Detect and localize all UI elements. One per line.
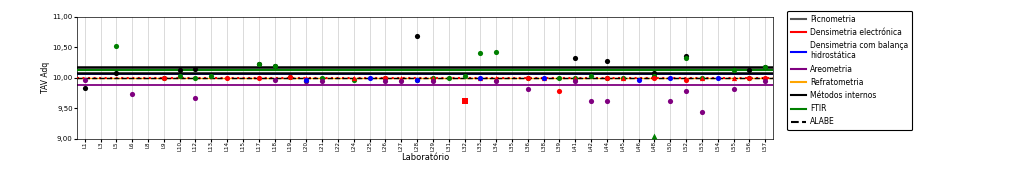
Point — [678, 78, 694, 81]
Point — [440, 76, 457, 79]
Point — [599, 100, 615, 102]
Y-axis label: TAV Adq: TAV Adq — [41, 62, 49, 93]
Point — [377, 79, 393, 82]
Point — [567, 57, 584, 60]
Point — [425, 79, 441, 82]
Point — [251, 63, 267, 66]
Point — [298, 76, 314, 79]
Point — [678, 55, 694, 58]
Point — [393, 79, 410, 82]
Point — [171, 75, 187, 77]
Point — [457, 100, 473, 102]
Point — [361, 76, 378, 79]
Point — [409, 78, 425, 81]
Point — [251, 76, 267, 79]
Point — [187, 76, 204, 79]
Point — [203, 75, 219, 77]
Point — [283, 75, 299, 78]
Point — [741, 69, 758, 72]
Point — [678, 57, 694, 60]
Point — [77, 87, 93, 89]
Point — [646, 71, 663, 74]
Point — [536, 76, 552, 79]
Point — [519, 76, 536, 79]
Point — [457, 75, 473, 77]
Point — [757, 76, 773, 79]
Point — [488, 76, 505, 79]
Point — [377, 76, 393, 79]
Point — [551, 76, 567, 79]
Point — [156, 76, 172, 79]
Point — [187, 96, 204, 99]
Point — [314, 79, 331, 82]
Point — [678, 90, 694, 92]
Point — [519, 87, 536, 90]
Point — [171, 69, 187, 72]
Point — [710, 76, 726, 79]
Point — [409, 35, 425, 38]
Point — [567, 76, 584, 79]
Point — [488, 79, 505, 82]
Legend: Picnometria, Densimetria electrónica, Densimetria com balança
hidrostática, Areo: Picnometria, Densimetria electrónica, De… — [787, 11, 912, 130]
Point — [646, 76, 663, 79]
Point — [646, 135, 663, 138]
Point — [725, 76, 741, 79]
Point — [741, 76, 758, 79]
Point — [599, 76, 615, 79]
Point — [583, 100, 599, 102]
Point — [472, 76, 488, 79]
Point — [409, 78, 425, 81]
Point — [425, 76, 441, 79]
Point — [741, 76, 758, 79]
Point — [298, 79, 314, 82]
Point — [298, 79, 314, 82]
Point — [646, 75, 663, 77]
Point — [599, 59, 615, 62]
Point — [663, 76, 679, 79]
Point — [156, 76, 172, 79]
Point — [536, 76, 552, 79]
Point — [599, 76, 615, 79]
Point — [725, 69, 741, 72]
Point — [583, 75, 599, 77]
Point — [519, 76, 536, 79]
Point — [266, 78, 283, 81]
Point — [124, 92, 140, 95]
Point — [109, 45, 125, 47]
Point — [425, 76, 441, 79]
Point — [614, 76, 631, 79]
Point — [266, 64, 283, 67]
Point — [567, 76, 584, 79]
Point — [266, 65, 283, 68]
Point — [251, 63, 267, 66]
Point — [693, 111, 710, 113]
Point — [631, 78, 647, 81]
Point — [757, 65, 773, 68]
Point — [757, 79, 773, 82]
Point — [472, 52, 488, 55]
Point — [488, 51, 505, 54]
Point — [472, 76, 488, 79]
Point — [345, 78, 361, 81]
Point — [377, 76, 393, 79]
Point — [219, 76, 236, 79]
Point — [567, 79, 584, 82]
Point — [663, 100, 679, 102]
Point — [77, 78, 93, 81]
Point — [298, 78, 314, 81]
Point — [693, 76, 710, 79]
Point — [693, 76, 710, 79]
Point — [283, 76, 299, 78]
Point — [551, 90, 567, 92]
Point — [614, 76, 631, 79]
Point — [314, 76, 331, 79]
Point — [725, 87, 741, 90]
Point — [757, 66, 773, 69]
X-axis label: Laboratório: Laboratório — [400, 153, 450, 162]
Point — [345, 76, 361, 79]
Point — [187, 67, 204, 70]
Point — [393, 76, 410, 79]
Point — [109, 71, 125, 74]
